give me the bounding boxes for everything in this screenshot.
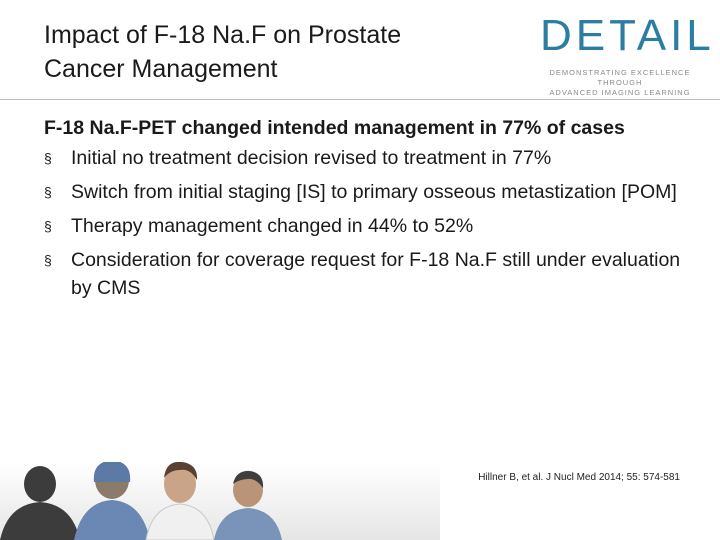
bullet-text: Switch from initial staging [IS] to prim… bbox=[71, 181, 677, 203]
bullet-item: § Initial no treatment decision revised t… bbox=[44, 144, 694, 172]
logo-tagline: DEMONSTRATING EXCELLENCE THROUGH ADVANCE… bbox=[526, 68, 714, 98]
bullet-marker: § bbox=[44, 252, 52, 268]
logo-tagline-line-2: ADVANCED IMAGING LEARNING bbox=[549, 88, 691, 97]
logo-wordmark: DETAIL bbox=[540, 11, 715, 60]
bullet-marker: § bbox=[44, 150, 52, 166]
title-line-2: Cancer Management bbox=[44, 55, 278, 83]
bullet-item: § Therapy management changed in 44% to 52… bbox=[44, 212, 694, 240]
citation: Hillner B, et al. J Nucl Med 2014; 55: 5… bbox=[478, 472, 680, 483]
detail-logo: DETAIL DEMONSTRATING EXCELLENCE THROUGH … bbox=[526, 8, 715, 97]
bullet-item: § Consideration for coverage request for … bbox=[44, 246, 694, 302]
slide-title: Impact of F-18 Na.F on Prostate Cancer M… bbox=[44, 18, 504, 86]
header-divider bbox=[0, 99, 720, 100]
bullet-text: Therapy management changed in 44% to 52% bbox=[71, 215, 474, 237]
bullet-text: Consideration for coverage request for F… bbox=[71, 249, 681, 299]
slide-body: F-18 Na.F-PET changed intended managemen… bbox=[44, 114, 694, 308]
bullet-item: § Switch from initial staging [IS] to pri… bbox=[44, 178, 694, 206]
bullet-list: § Initial no treatment decision revised t… bbox=[44, 144, 694, 302]
bullet-marker: § bbox=[44, 184, 52, 200]
bullet-marker: § bbox=[44, 218, 52, 234]
bullet-text: Initial no treatment decision revised to… bbox=[71, 147, 552, 169]
medical-team-photo bbox=[0, 462, 440, 540]
logo-tagline-line-1: DEMONSTRATING EXCELLENCE THROUGH bbox=[549, 68, 691, 87]
title-line-1: Impact of F-18 Na.F on Prostate bbox=[44, 21, 402, 49]
lead-statement: F-18 Na.F-PET changed intended managemen… bbox=[44, 117, 625, 139]
